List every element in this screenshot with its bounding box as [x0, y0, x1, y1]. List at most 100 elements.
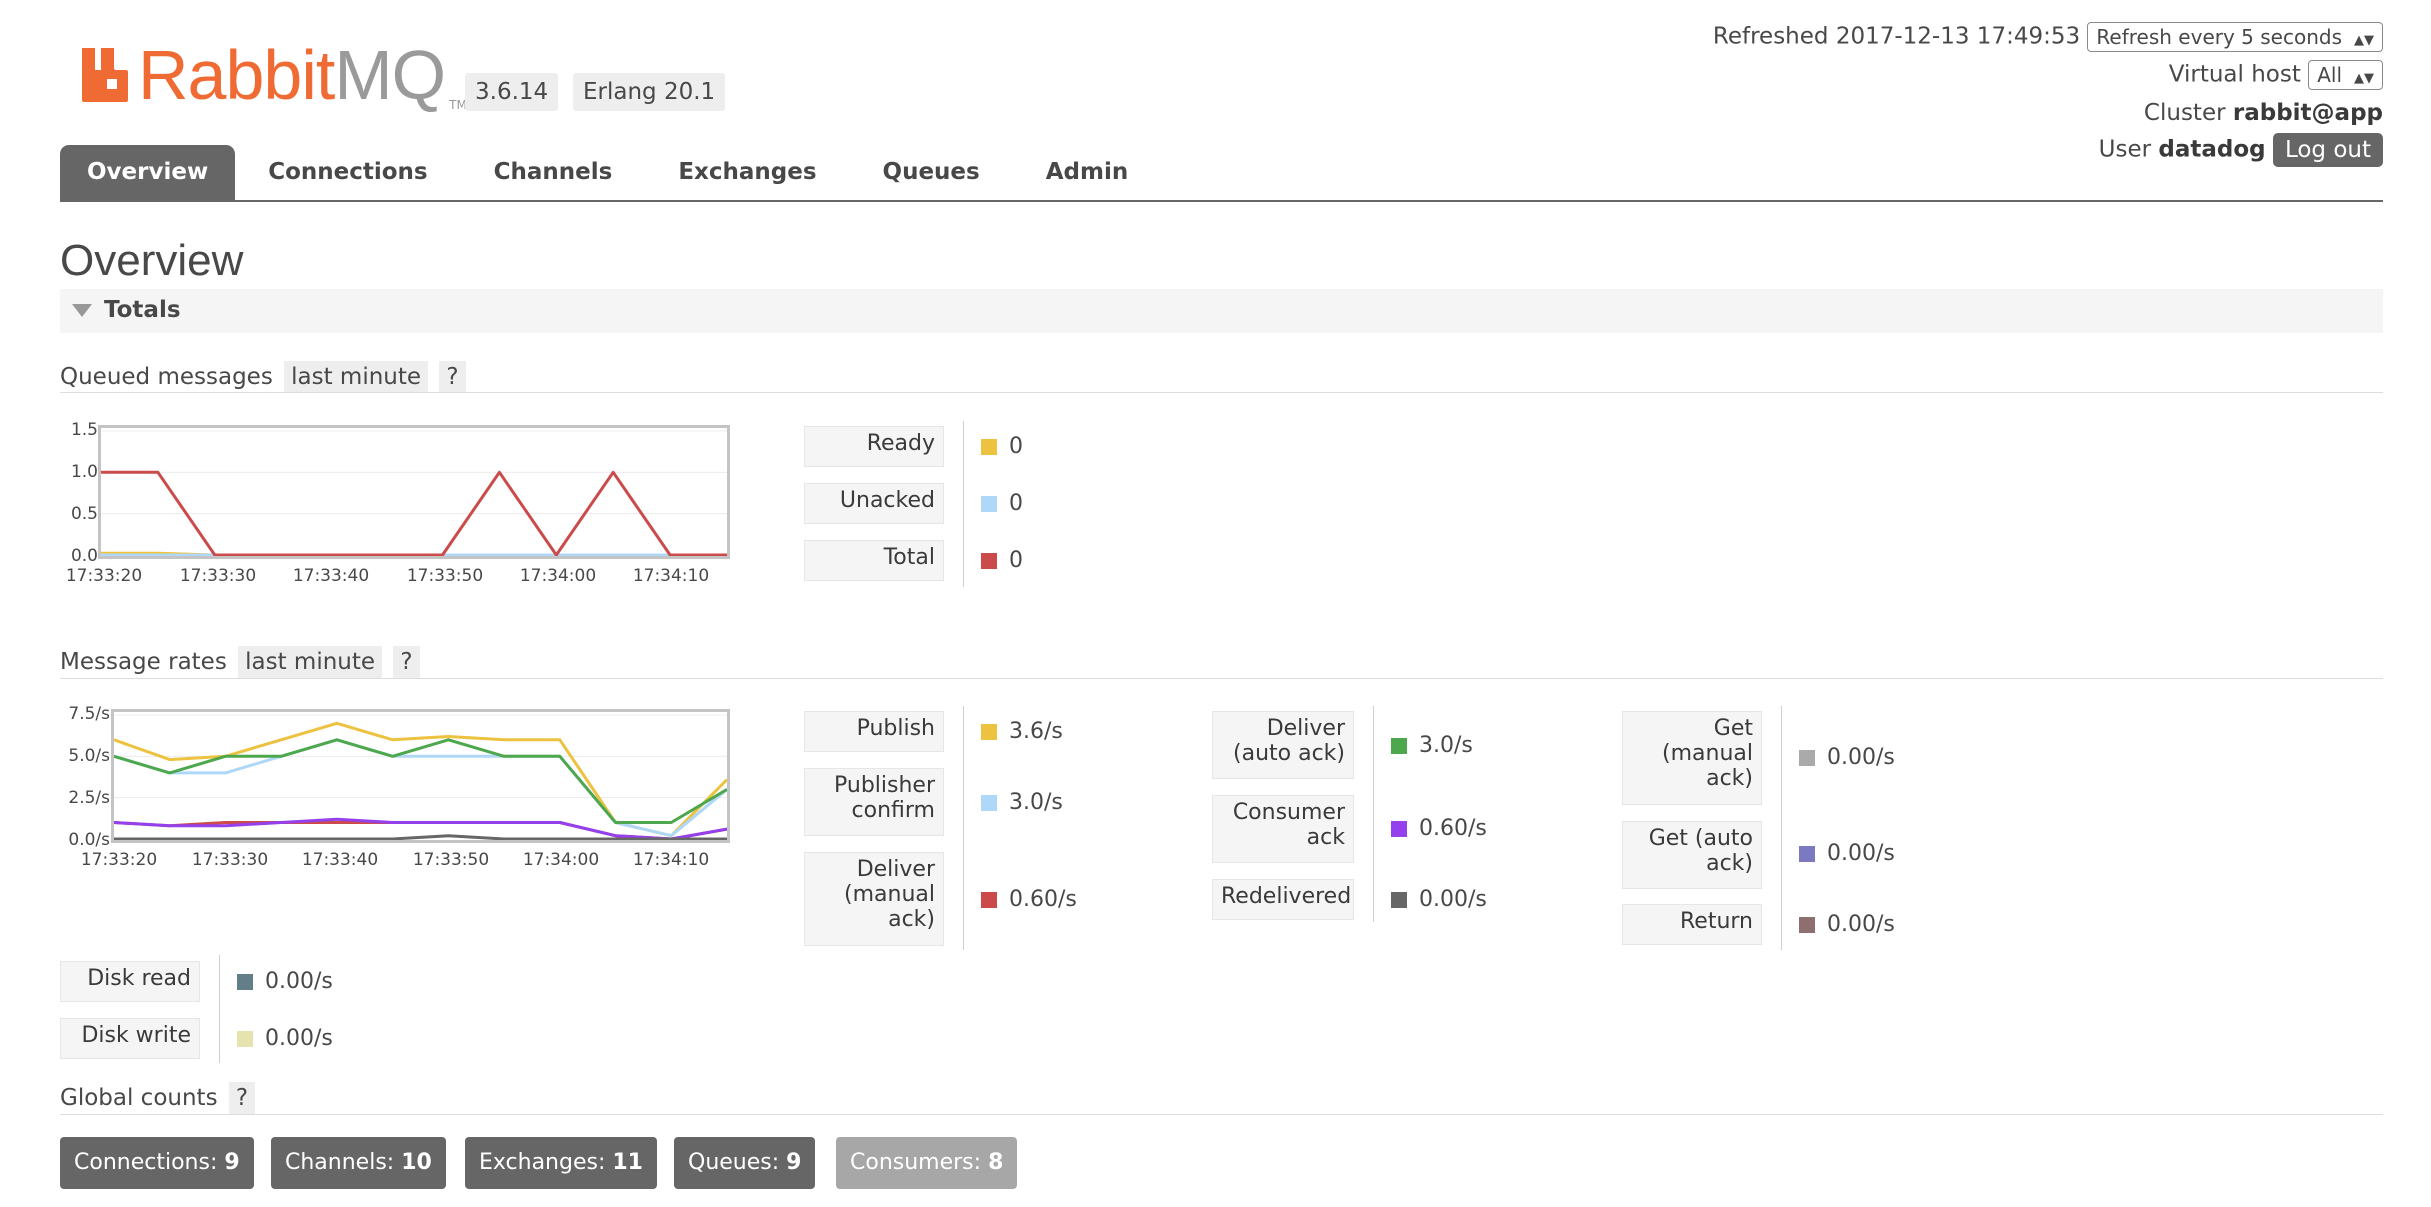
consumers-count-button[interactable]: Consumers: 8 — [836, 1137, 1018, 1189]
x-tick-label: 17:33:40 — [292, 566, 370, 586]
section-rule — [60, 678, 2383, 679]
legend-label-consumer-ack: Consumer ack — [1212, 795, 1354, 863]
swatch-publisher-confirm — [981, 795, 997, 811]
rates-range-selector[interactable]: last minute — [238, 646, 383, 678]
tab-channels[interactable]: Channels — [493, 159, 613, 185]
legend-value-return: 0.00/s — [1799, 912, 1895, 937]
user-name: datadog — [2158, 136, 2266, 163]
legend-label-deliver-auto-ack: Deliver (auto ack) — [1212, 711, 1354, 779]
global-counts-heading: Global counts ? — [60, 1082, 256, 1114]
legend-divider — [1373, 706, 1374, 922]
totals-label: Totals — [104, 297, 181, 323]
x-tick-label: 17:34:00 — [522, 850, 600, 870]
tab-admin[interactable]: Admin — [1045, 159, 1129, 185]
tab-overview[interactable]: Overview — [60, 145, 236, 200]
legend-value-consumer-ack: 0.60/s — [1391, 816, 1487, 841]
page-title: Overview — [60, 236, 244, 285]
queued-messages-heading: Queued messages last minute ? — [60, 361, 466, 393]
queued-help-button[interactable]: ? — [439, 361, 466, 393]
tab-queues[interactable]: Queues — [882, 159, 980, 185]
swatch-consumer-ack — [1391, 821, 1407, 837]
swatch-disk-write — [237, 1031, 253, 1047]
legend-value-total: 0 — [981, 548, 1023, 573]
channels-count-button[interactable]: Channels: 10 — [271, 1137, 446, 1189]
legend-label-unacked: Unacked — [804, 483, 944, 524]
refresh-interval-select[interactable]: Refresh every 5 seconds ▲▼ — [2087, 22, 2383, 52]
select-arrows-icon: ▲▼ — [2354, 33, 2374, 48]
rabbit-logo-icon — [82, 48, 128, 102]
swatch-unacked — [981, 496, 997, 512]
x-tick-label: 17:34:10 — [632, 566, 710, 586]
series-line-total — [101, 470, 727, 557]
queued-chart-plot-area — [98, 425, 730, 559]
series-line-publisher-confirm — [113, 738, 728, 838]
legend-divider — [1781, 706, 1782, 950]
legend-label-publish: Publish — [804, 711, 944, 752]
erlang-version-badge: Erlang 20.1 — [573, 73, 726, 111]
series-line-redelivered — [114, 834, 727, 841]
swatch-total — [981, 553, 997, 569]
legend-divider — [963, 421, 964, 587]
virtual-host-row: Virtual host All ▲▼ — [2169, 60, 2383, 90]
legend-label-get-manual-ack: Get (manual ack) — [1622, 711, 1762, 805]
queued-messages-chart: 1.5 1.0 0.5 0.0 17:33:20 17:33:30 17:33:… — [40, 420, 730, 595]
x-tick-label: 17:33:30 — [179, 566, 257, 586]
x-tick-label: 17:33:50 — [406, 566, 484, 586]
exchanges-count-button[interactable]: Exchanges: 11 — [465, 1137, 657, 1189]
rates-chart-plot-area — [111, 709, 730, 843]
swatch-deliver-auto-ack — [1391, 738, 1407, 754]
cluster-name: rabbit@app — [2232, 100, 2383, 126]
legend-value-get-auto-ack: 0.00/s — [1799, 841, 1895, 866]
y-tick-label: 1.5 — [70, 420, 98, 440]
legend-value-publish: 3.6/s — [981, 719, 1063, 744]
x-tick-label: 17:33:50 — [412, 850, 490, 870]
virtual-host-select[interactable]: All ▲▼ — [2308, 60, 2383, 90]
legend-divider — [963, 706, 964, 950]
legend-value-deliver-auto-ack: 3.0/s — [1391, 733, 1473, 758]
legend-label-total: Total — [804, 540, 944, 581]
legend-label-publisher-confirm: Publisher confirm — [804, 768, 944, 836]
x-tick-label: 17:34:00 — [519, 566, 597, 586]
y-tick-label: 0.0 — [70, 546, 98, 566]
queued-chart-svg — [101, 430, 727, 557]
swatch-redelivered — [1391, 892, 1407, 908]
tab-exchanges[interactable]: Exchanges — [678, 159, 817, 185]
logout-button[interactable]: Log out — [2272, 133, 2383, 167]
section-rule — [60, 392, 2383, 393]
y-tick-label: 1.0 — [70, 462, 98, 482]
tab-connections[interactable]: Connections — [268, 159, 428, 185]
user-row: User datadog Log out — [2099, 133, 2383, 167]
message-rates-chart: 7.5/s 5.0/s 2.5/s 0.0/s 17:33:20 17:33:3… — [40, 704, 730, 879]
connections-count-button[interactable]: Connections: 9 — [60, 1137, 254, 1189]
rabbitmq-logo[interactable]: RabbitMQ TM — [80, 38, 467, 112]
queues-count-button[interactable]: Queues: 9 — [674, 1137, 816, 1189]
x-tick-label: 17:33:20 — [65, 566, 143, 586]
y-tick-label: 0.5 — [70, 504, 98, 524]
legend-label-get-auto-ack: Get (auto ack) — [1622, 821, 1762, 889]
tab-divider — [60, 200, 2383, 202]
x-tick-label: 17:34:10 — [632, 850, 710, 870]
queued-range-selector[interactable]: last minute — [284, 361, 429, 393]
x-tick-label: 17:33:20 — [80, 850, 158, 870]
message-rates-heading: Message rates last minute ? — [60, 646, 420, 678]
legend-value-ready: 0 — [981, 434, 1023, 459]
collapse-triangle-icon — [72, 304, 92, 317]
logo-wordmark: RabbitMQ — [138, 36, 446, 114]
rates-help-button[interactable]: ? — [393, 646, 420, 678]
section-rule — [60, 1114, 2383, 1115]
totals-section-toggle[interactable]: Totals — [60, 289, 2383, 333]
legend-value-publisher-confirm: 3.0/s — [981, 790, 1063, 815]
legend-label-redelivered: Redelivered — [1212, 879, 1354, 920]
x-tick-label: 17:33:40 — [301, 850, 379, 870]
rates-chart-svg — [113, 714, 729, 841]
global-counts-help-button[interactable]: ? — [228, 1082, 256, 1114]
legend-label-return: Return — [1622, 904, 1762, 945]
main-nav-tabs: Overview Connections Channels Exchanges … — [60, 145, 1161, 200]
legend-value-get-manual-ack: 0.00/s — [1799, 745, 1895, 770]
select-arrows-icon: ▲▼ — [2354, 71, 2374, 86]
swatch-get-auto-ack — [1799, 846, 1815, 862]
series-line-deliver-auto-ack — [113, 738, 728, 824]
cluster-row: Cluster rabbit@app — [2143, 100, 2383, 126]
x-tick-label: 17:33:30 — [191, 850, 269, 870]
legend-label-ready: Ready — [804, 426, 944, 467]
